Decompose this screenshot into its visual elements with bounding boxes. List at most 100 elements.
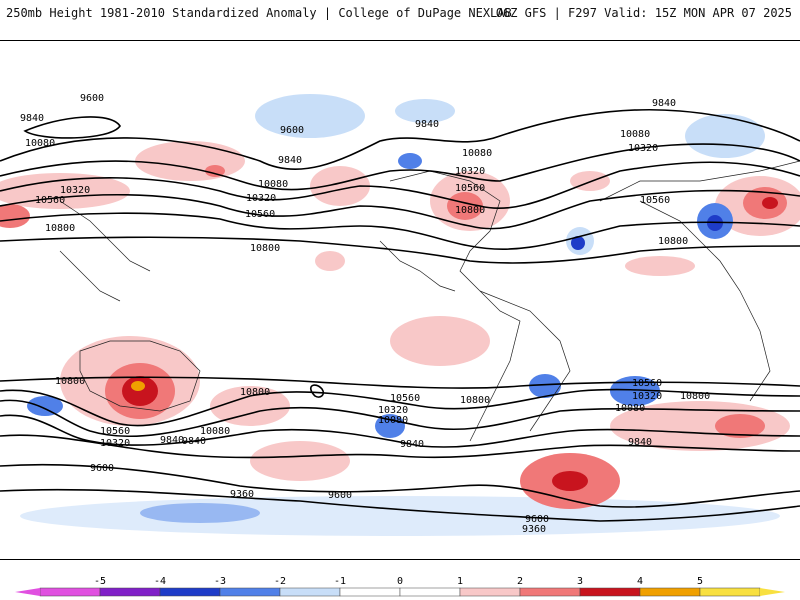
contour-label: 9600 — [90, 463, 114, 474]
contour-label: 9840 — [400, 439, 424, 450]
contour-label: 9360 — [522, 524, 546, 535]
colorbar-cell — [699, 587, 761, 597]
contour-label: 9600 — [328, 490, 352, 501]
colorbar-cell — [279, 587, 341, 597]
contour-label: 9840 — [628, 437, 652, 448]
anomaly-area — [610, 401, 790, 451]
header: 250mb Height 1981-2010 Standardized Anom… — [0, 0, 800, 40]
contour-label: 10800 — [250, 243, 280, 254]
anomaly-map: 9600 9840 10080 10320 10560 10800 9600 9… — [0, 93, 800, 536]
contour-label: 10800 — [680, 391, 710, 402]
colorbar-extend-high — [760, 588, 785, 596]
contour-label: 10080 — [25, 138, 55, 149]
anomaly-area — [625, 256, 695, 276]
contour-label: 10560 — [245, 209, 275, 220]
anomaly-area — [135, 141, 245, 181]
colorbar-tick-label: 1 — [457, 576, 463, 587]
anomaly-area — [250, 441, 350, 481]
colorbar-tick-label: -5 — [94, 576, 106, 587]
contour-label: 10800 — [455, 205, 485, 216]
anomaly-area — [571, 236, 585, 250]
colorbar-tick-label: 5 — [697, 576, 703, 587]
colorbar-tick-label: -4 — [154, 576, 166, 587]
contour-label: 10080 — [615, 403, 645, 414]
map-title: 250mb Height 1981-2010 Standardized Anom… — [6, 6, 512, 20]
colorbar-tick-label: 4 — [637, 576, 643, 587]
anomaly-area — [205, 165, 225, 177]
contour-label: 10320 — [246, 193, 276, 204]
colorbar-tick-label: 3 — [577, 576, 583, 587]
contour-label: 10080 — [462, 148, 492, 159]
colorbar-cell — [159, 587, 221, 597]
contour-label: 9840 — [182, 436, 206, 447]
contour-label: 10320 — [60, 185, 90, 196]
contour-label: 10560 — [390, 393, 420, 404]
contour-labels: 9600 9840 10080 10320 10560 10800 9600 9… — [20, 93, 710, 535]
anomaly-area — [610, 376, 660, 406]
colorbar-cell — [639, 587, 701, 597]
contour-label: 9840 — [278, 155, 302, 166]
colorbar-cell — [219, 587, 281, 597]
anomaly-area — [122, 376, 158, 406]
anomaly-area — [715, 414, 765, 438]
colorbar-tick-label: 2 — [517, 576, 523, 587]
contour-label: 10800 — [55, 376, 85, 387]
contour-label: 10320 — [100, 438, 130, 449]
colorbar-cell — [339, 587, 401, 597]
colorbar-cell — [399, 587, 461, 597]
contour-label: 10080 — [200, 426, 230, 437]
run-info: 06Z GFS | F297 Valid: 15Z MON APR 07 202… — [495, 6, 792, 20]
anomaly-area — [395, 99, 455, 123]
anomaly-area — [255, 94, 365, 138]
colorbar-cell — [99, 587, 161, 597]
colorbar-tick-label: 0 — [397, 576, 403, 587]
anomaly-area — [552, 471, 588, 491]
anomaly-area — [0, 204, 30, 228]
contour-label: 10320 — [632, 391, 662, 402]
colorbar: -5 -4 -3 -2 -1 0 1 2 3 4 5 — [0, 560, 800, 600]
anomaly-area — [398, 153, 422, 169]
colorbar-cell — [459, 587, 521, 597]
anomaly-area — [315, 251, 345, 271]
height-contours — [0, 108, 800, 522]
colorbar-tick-label: -1 — [334, 576, 346, 587]
anomaly-area — [529, 374, 561, 398]
anomaly-area — [375, 414, 405, 438]
colorbar-tick-label: -3 — [214, 576, 226, 587]
anomaly-area — [131, 381, 145, 391]
anomaly-area — [310, 166, 370, 206]
anomaly-area — [210, 386, 290, 426]
contour-label: 9840 — [652, 98, 676, 109]
contour-label: 9600 — [80, 93, 104, 104]
colorbar-cell — [519, 587, 581, 597]
colorbar-cell — [39, 587, 101, 597]
contour-label: 10560 — [455, 183, 485, 194]
contour-label: 9600 — [525, 514, 549, 525]
anomaly-area — [27, 396, 63, 416]
contour-label: 10800 — [240, 387, 270, 398]
anomaly-area — [390, 316, 490, 366]
contour-label: 9360 — [230, 489, 254, 500]
contour-label: 10080 — [258, 179, 288, 190]
anomaly-area — [762, 197, 778, 209]
colorbar-cell — [579, 587, 641, 597]
colorbar-tick-label: -2 — [274, 576, 286, 587]
anomaly-shading — [0, 94, 800, 536]
contour-label: 10560 — [35, 195, 65, 206]
colorbar-svg: -5 -4 -3 -2 -1 0 1 2 3 4 5 — [15, 576, 785, 597]
contour-label: 9600 — [280, 125, 304, 136]
contour-label: 10320 — [628, 143, 658, 154]
contour-label: 10320 — [455, 166, 485, 177]
contour-label: 9840 — [415, 119, 439, 130]
colorbar-extend-low — [15, 588, 40, 596]
contour-label: 10560 — [100, 426, 130, 437]
contour-label: 10560 — [632, 378, 662, 389]
anomaly-area — [447, 192, 483, 220]
map-panel: 9600 9840 10080 10320 10560 10800 9600 9… — [0, 40, 800, 560]
contour-label: 10080 — [378, 415, 408, 426]
contour-label: 10800 — [658, 236, 688, 247]
anomaly-area — [20, 496, 780, 536]
contour-label: 10800 — [45, 223, 75, 234]
contour-label: 10080 — [620, 129, 650, 140]
contour-label: 10800 — [460, 395, 490, 406]
